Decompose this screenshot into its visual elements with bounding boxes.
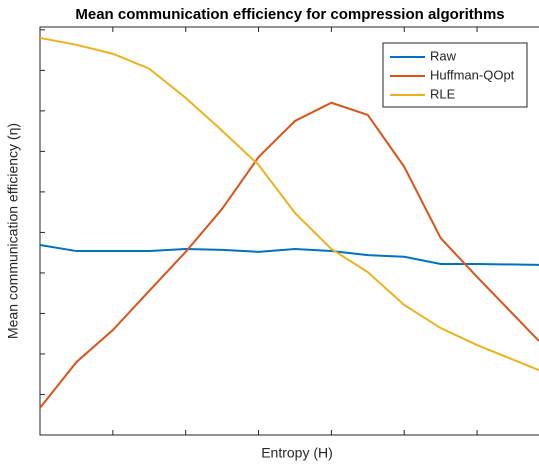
series-line: [39, 243, 539, 266]
legend-label: Huffman-QOpt: [430, 67, 515, 82]
series-line: [39, 101, 539, 409]
series-line: [39, 36, 539, 372]
plot-frame: [39, 26, 539, 436]
x-axis-label: Entropy (H): [261, 445, 333, 461]
y-axis-label: Mean communication efficiency (η): [5, 123, 21, 339]
legend-label: Raw: [430, 48, 457, 63]
chart-title: Mean communication efficiency for compre…: [75, 6, 504, 23]
legend-label: RLE: [430, 86, 456, 101]
